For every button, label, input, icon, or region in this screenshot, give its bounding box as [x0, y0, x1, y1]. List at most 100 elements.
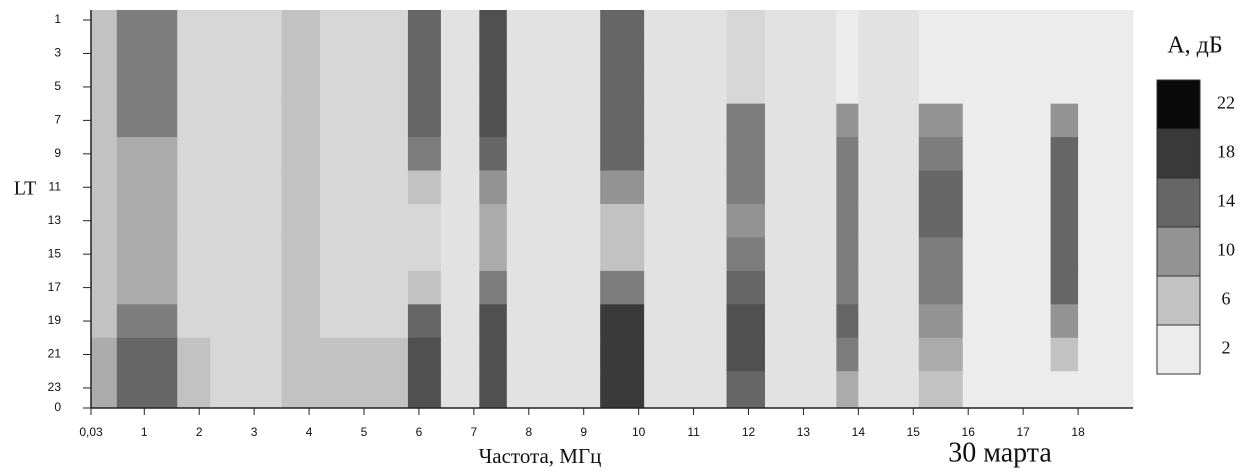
y-tick-label: 23: [48, 380, 62, 394]
x-tick-label: 12: [742, 425, 756, 439]
y-tick-label: 1: [54, 12, 61, 26]
heat-cell: [858, 10, 920, 38]
heat-cell: [320, 203, 409, 238]
heat-cell: [281, 270, 321, 305]
colorbar-label: 2: [1222, 338, 1231, 358]
heat-cell: [1078, 304, 1134, 339]
heat-cell: [918, 337, 964, 372]
heat-cell: [116, 137, 178, 172]
heat-cell: [281, 137, 321, 172]
heat-cell: [1078, 203, 1134, 238]
heat-cell: [726, 337, 766, 372]
heat-cell: [506, 270, 601, 305]
heat-cell: [836, 237, 859, 272]
heat-cell: [836, 10, 859, 38]
colorbar-box: [1156, 128, 1201, 179]
heat-cell: [91, 237, 118, 272]
y-tick-label: 9: [54, 146, 61, 160]
heat-cell: [1078, 337, 1134, 372]
heat-cell: [858, 70, 920, 105]
colorbar-label: 14: [1217, 191, 1235, 211]
x-tick-label: 0,03: [79, 425, 103, 439]
heat-cell: [644, 137, 728, 172]
heat-cell: [962, 237, 1052, 272]
y-tick-label: 5: [54, 79, 61, 93]
heat-cell: [407, 304, 442, 339]
heat-cell: [726, 103, 766, 138]
heat-cell: [1078, 270, 1134, 305]
heat-cell: [962, 270, 1052, 305]
heat-cell: [177, 137, 211, 172]
heat-cell: [320, 36, 409, 71]
heat-cell: [320, 10, 409, 38]
x-tick-label: 13: [797, 425, 811, 439]
heat-cell: [858, 170, 920, 205]
y-tick-label: 13: [48, 213, 62, 227]
heat-cell: [116, 371, 178, 409]
heat-cell: [600, 103, 645, 138]
heat-cell: [1078, 371, 1134, 409]
heat-cell: [600, 170, 645, 205]
heat-cell: [726, 371, 766, 409]
x-tick-label: 1: [141, 425, 148, 439]
heat-cell: [918, 270, 964, 305]
colorbar-title: A, дБ: [1167, 33, 1222, 59]
heat-cell: [1078, 103, 1134, 138]
heat-cell: [177, 170, 211, 205]
colorbar-box: [1156, 177, 1201, 228]
heat-cell: [1050, 10, 1079, 38]
heat-cell: [407, 270, 442, 305]
heat-cell: [479, 103, 508, 138]
heat-cell: [858, 103, 920, 138]
heat-cell: [91, 270, 118, 305]
heat-cell: [116, 304, 178, 339]
heat-cell: [116, 103, 178, 138]
y-tick-label: 15: [48, 246, 62, 260]
heat-cell: [1078, 70, 1134, 105]
heat-cell: [210, 237, 283, 272]
heat-cell: [764, 103, 837, 138]
x-tick-label: 5: [361, 425, 368, 439]
heat-cell: [836, 270, 859, 305]
heat-cell: [177, 10, 211, 38]
heat-cell: [177, 237, 211, 272]
heat-cell: [281, 203, 321, 238]
heat-cell: [116, 270, 178, 305]
heat-cell: [836, 337, 859, 372]
heat-cell: [177, 337, 211, 372]
x-tick-label: 9: [580, 425, 587, 439]
heat-cell: [918, 203, 964, 238]
heat-cell: [1050, 371, 1079, 409]
heat-cell: [962, 304, 1052, 339]
heat-cell: [1050, 103, 1079, 138]
heat-cell: [320, 304, 409, 339]
heat-cell: [91, 103, 118, 138]
heat-cell: [858, 137, 920, 172]
heat-cell: [91, 36, 118, 71]
heat-cell: [644, 70, 728, 105]
heat-cell: [479, 10, 508, 38]
heat-cell: [600, 270, 645, 305]
heat-cell: [116, 337, 178, 372]
heat-cell: [764, 270, 837, 305]
heat-cell: [858, 337, 920, 372]
colorbar-box: [1156, 79, 1201, 130]
heat-cell: [116, 237, 178, 272]
heat-cell: [1078, 170, 1134, 205]
heat-cell: [407, 10, 442, 38]
heat-cell: [506, 10, 601, 38]
heat-cell: [1050, 137, 1079, 172]
x-tick-label: 10: [632, 425, 646, 439]
heat-cell: [506, 203, 601, 238]
heat-cell: [836, 137, 859, 172]
heat-cell: [962, 70, 1052, 105]
heat-cell: [764, 170, 837, 205]
heat-cell: [281, 237, 321, 272]
heat-cell: [918, 371, 964, 409]
heat-cell: [600, 337, 645, 372]
heat-cell: [281, 103, 321, 138]
heat-cell: [600, 70, 645, 105]
heat-cell: [281, 36, 321, 71]
heat-cell: [320, 137, 409, 172]
x-axis-label: Частота, МГц: [479, 444, 602, 468]
